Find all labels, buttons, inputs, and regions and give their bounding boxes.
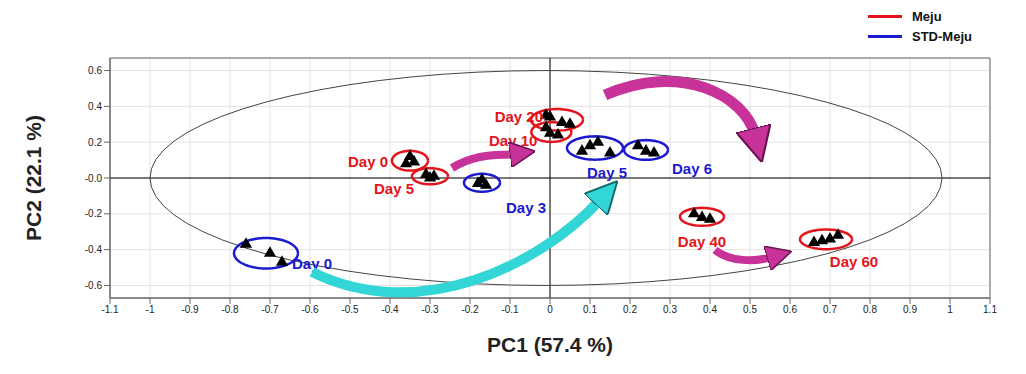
- svg-text:-0.9: -0.9: [181, 304, 199, 315]
- svg-text:-0.6: -0.6: [301, 304, 319, 315]
- svg-text:0.7: 0.7: [823, 304, 837, 315]
- svg-text:Day 6: Day 6: [672, 160, 712, 177]
- svg-text:0.3: 0.3: [663, 304, 677, 315]
- svg-text:-0.1: -0.1: [501, 304, 519, 315]
- svg-text:-1: -1: [146, 304, 155, 315]
- svg-text:0.6: 0.6: [783, 304, 797, 315]
- svg-text:-0.4: -0.4: [381, 304, 399, 315]
- svg-text:0.4: 0.4: [703, 304, 717, 315]
- svg-text:0.2: 0.2: [88, 137, 102, 148]
- svg-text:-0.0: -0.0: [85, 173, 103, 184]
- svg-text:-1.1: -1.1: [101, 304, 119, 315]
- svg-text:PC2 (22.1 %): PC2 (22.1 %): [22, 115, 45, 241]
- svg-text:Day 10: Day 10: [489, 132, 537, 149]
- svg-text:0.4: 0.4: [88, 101, 102, 112]
- svg-text:PC1 (57.4 %): PC1 (57.4 %): [487, 333, 613, 356]
- svg-text:Day 60: Day 60: [830, 253, 878, 270]
- svg-text:0.1: 0.1: [583, 304, 597, 315]
- svg-text:0.2: 0.2: [623, 304, 637, 315]
- svg-text:Day 0: Day 0: [348, 153, 388, 170]
- svg-text:-0.3: -0.3: [421, 304, 439, 315]
- svg-text:Day 5: Day 5: [587, 164, 627, 181]
- svg-text:-0.4: -0.4: [85, 244, 103, 255]
- svg-text:0.9: 0.9: [903, 304, 917, 315]
- svg-text:-0.6: -0.6: [85, 280, 103, 291]
- svg-text:0.6: 0.6: [88, 65, 102, 76]
- svg-text:-0.5: -0.5: [341, 304, 359, 315]
- svg-text:1: 1: [947, 304, 953, 315]
- html-text:STD-Meju: STD-Meju: [912, 28, 972, 44]
- svg-text:1.1: 1.1: [983, 304, 997, 315]
- svg-text:-0.2: -0.2: [85, 208, 103, 219]
- svg-text:Day 3: Day 3: [506, 199, 546, 216]
- svg-text:0.5: 0.5: [743, 304, 757, 315]
- svg-text:0.8: 0.8: [863, 304, 877, 315]
- svg-text:Day 40: Day 40: [678, 233, 726, 250]
- svg-text:-0.7: -0.7: [261, 304, 279, 315]
- svg-text:Day 0: Day 0: [292, 255, 332, 272]
- svg-text:Day 5: Day 5: [374, 180, 414, 197]
- html-text:Meju: Meju: [912, 8, 942, 24]
- svg-text:0: 0: [547, 304, 553, 315]
- svg-text:-0.8: -0.8: [221, 304, 239, 315]
- svg-text:Day 20: Day 20: [495, 108, 543, 125]
- svg-text:-0.2: -0.2: [461, 304, 479, 315]
